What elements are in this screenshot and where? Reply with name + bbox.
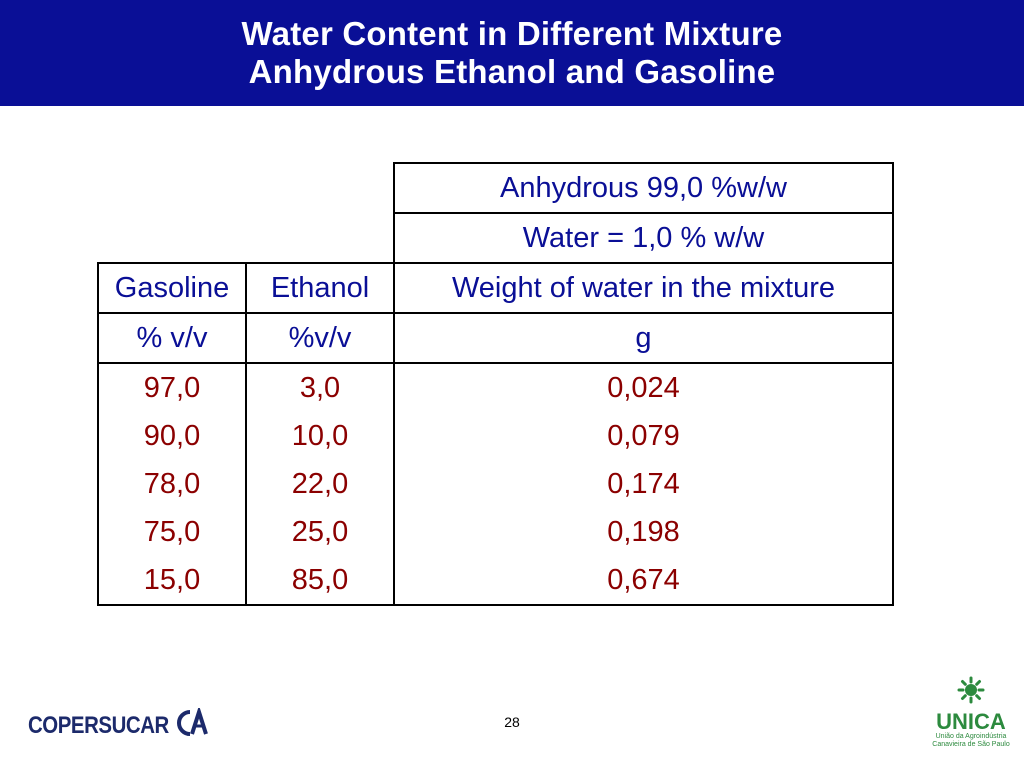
- ethanol-value: 25,0: [246, 508, 395, 556]
- water-header: Water = 1,0 % w/w: [393, 213, 894, 264]
- water-weight-value: 0,198: [394, 508, 894, 556]
- ethanol-value: 3,0: [246, 363, 395, 412]
- copersucar-logo-text: COPERSUCAR: [28, 711, 169, 739]
- empty-cell: [98, 213, 246, 263]
- gasoline-value: 97,0: [97, 363, 247, 412]
- unica-sun-icon: [957, 676, 985, 709]
- copersucar-logo: COPERSUCAR: [28, 705, 210, 743]
- gasoline-value: 75,0: [97, 508, 247, 556]
- water-weight-value: 0,024: [394, 363, 894, 412]
- copersucar-mark-icon: [176, 705, 210, 743]
- column-header-gasoline: Gasoline: [97, 262, 247, 314]
- table-row: 75,0 25,0 0,198: [97, 508, 894, 556]
- table-row: 78,0 22,0 0,174: [97, 460, 894, 508]
- empty-cell: [98, 163, 246, 213]
- unit-gasoline: % v/v: [97, 313, 247, 364]
- water-content-table: Anhydrous 99,0 %w/w Water = 1,0 % w/w Ga…: [97, 162, 894, 606]
- ethanol-value: 22,0: [246, 460, 395, 508]
- unica-logo: UNICA União da Agroindústria Canavieira …: [928, 676, 1014, 758]
- gasoline-value: 78,0: [97, 460, 247, 508]
- ethanol-value: 10,0: [246, 412, 395, 460]
- unica-subtitle-line2: Canavieira de São Paulo: [932, 741, 1010, 748]
- unica-subtitle-line1: União da Agroindústria: [935, 733, 1007, 740]
- gasoline-value: 90,0: [97, 412, 247, 460]
- table-row: 97,0 3,0 0,024: [97, 363, 894, 412]
- title-banner: Water Content in Different Mixture Anhyd…: [0, 0, 1024, 106]
- unica-logo-text: UNICA: [936, 709, 1006, 734]
- slide-title-line2: Anhydrous Ethanol and Gasoline: [248, 53, 776, 90]
- water-weight-value: 0,674: [394, 556, 894, 606]
- page-number: 28: [504, 714, 520, 730]
- water-weight-value: 0,079: [394, 412, 894, 460]
- anhydrous-header: Anhydrous 99,0 %w/w: [393, 162, 894, 214]
- ethanol-value: 85,0: [246, 556, 395, 606]
- unit-water-weight: g: [394, 313, 894, 364]
- slide-title-line1: Water Content in Different Mixture: [241, 15, 783, 52]
- empty-cell: [246, 163, 394, 213]
- unit-ethanol: %v/v: [246, 313, 395, 364]
- table-row: 15,0 85,0 0,674: [97, 556, 894, 606]
- empty-cell: [246, 213, 394, 263]
- column-header-ethanol: Ethanol: [246, 262, 395, 314]
- water-weight-value: 0,174: [394, 460, 894, 508]
- column-header-water-weight: Weight of water in the mixture: [394, 263, 894, 314]
- table-row: 90,0 10,0 0,079: [97, 412, 894, 460]
- gasoline-value: 15,0: [97, 556, 247, 606]
